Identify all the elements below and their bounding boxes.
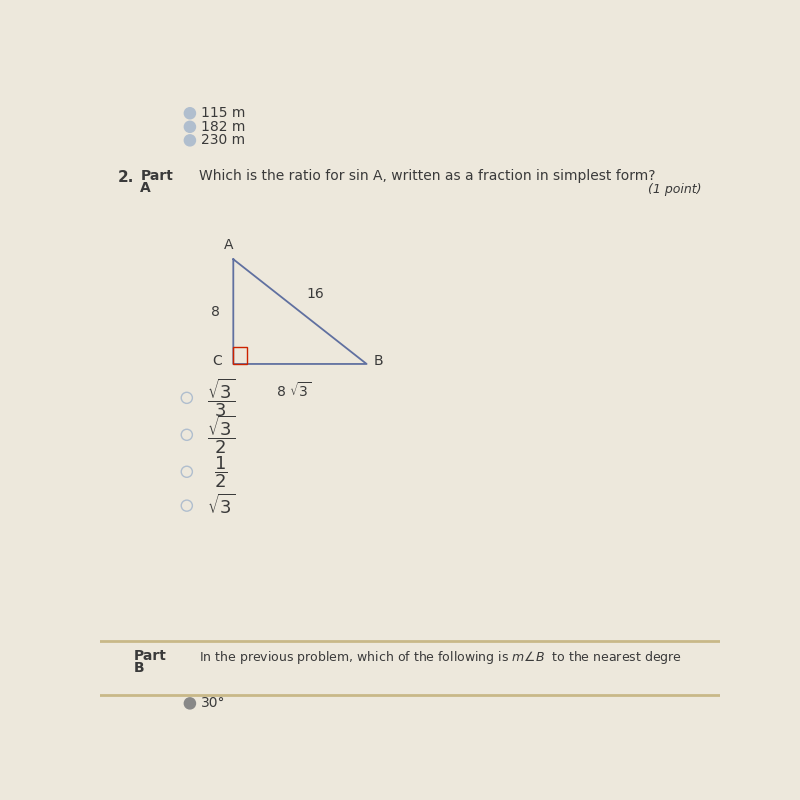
Text: $\sqrt{3}$: $\sqrt{3}$ xyxy=(206,494,235,518)
Text: 30°: 30° xyxy=(201,696,226,710)
Text: $\dfrac{1}{2}$: $\dfrac{1}{2}$ xyxy=(214,454,228,490)
Circle shape xyxy=(184,108,195,118)
Text: B: B xyxy=(374,354,384,368)
Text: $\dfrac{\sqrt{3}}{2}$: $\dfrac{\sqrt{3}}{2}$ xyxy=(206,414,235,456)
Circle shape xyxy=(184,698,195,709)
Circle shape xyxy=(184,135,195,146)
Text: Which is the ratio for sin A, written as a fraction in simplest form?: Which is the ratio for sin A, written as… xyxy=(199,169,656,182)
Text: 115 m: 115 m xyxy=(201,106,246,120)
Text: 16: 16 xyxy=(306,287,324,302)
Text: In the previous problem, which of the following is $m\angle B$  to the nearest d: In the previous problem, which of the fo… xyxy=(199,649,682,666)
Text: $\dfrac{\sqrt{3}}{3}$: $\dfrac{\sqrt{3}}{3}$ xyxy=(206,377,235,419)
Text: 2.: 2. xyxy=(118,170,134,185)
Text: 8: 8 xyxy=(210,305,220,318)
Bar xyxy=(234,346,247,364)
Text: Part: Part xyxy=(140,169,173,182)
Text: C: C xyxy=(212,354,222,368)
Text: 230 m: 230 m xyxy=(201,134,245,147)
Circle shape xyxy=(184,122,195,132)
Text: Part: Part xyxy=(134,649,167,663)
Text: B: B xyxy=(134,662,145,675)
Text: (1 point): (1 point) xyxy=(648,183,702,197)
Text: A: A xyxy=(223,238,233,252)
Text: 8 $\sqrt{3}$: 8 $\sqrt{3}$ xyxy=(276,382,311,400)
Text: A: A xyxy=(140,181,151,195)
Text: 182 m: 182 m xyxy=(201,120,246,134)
